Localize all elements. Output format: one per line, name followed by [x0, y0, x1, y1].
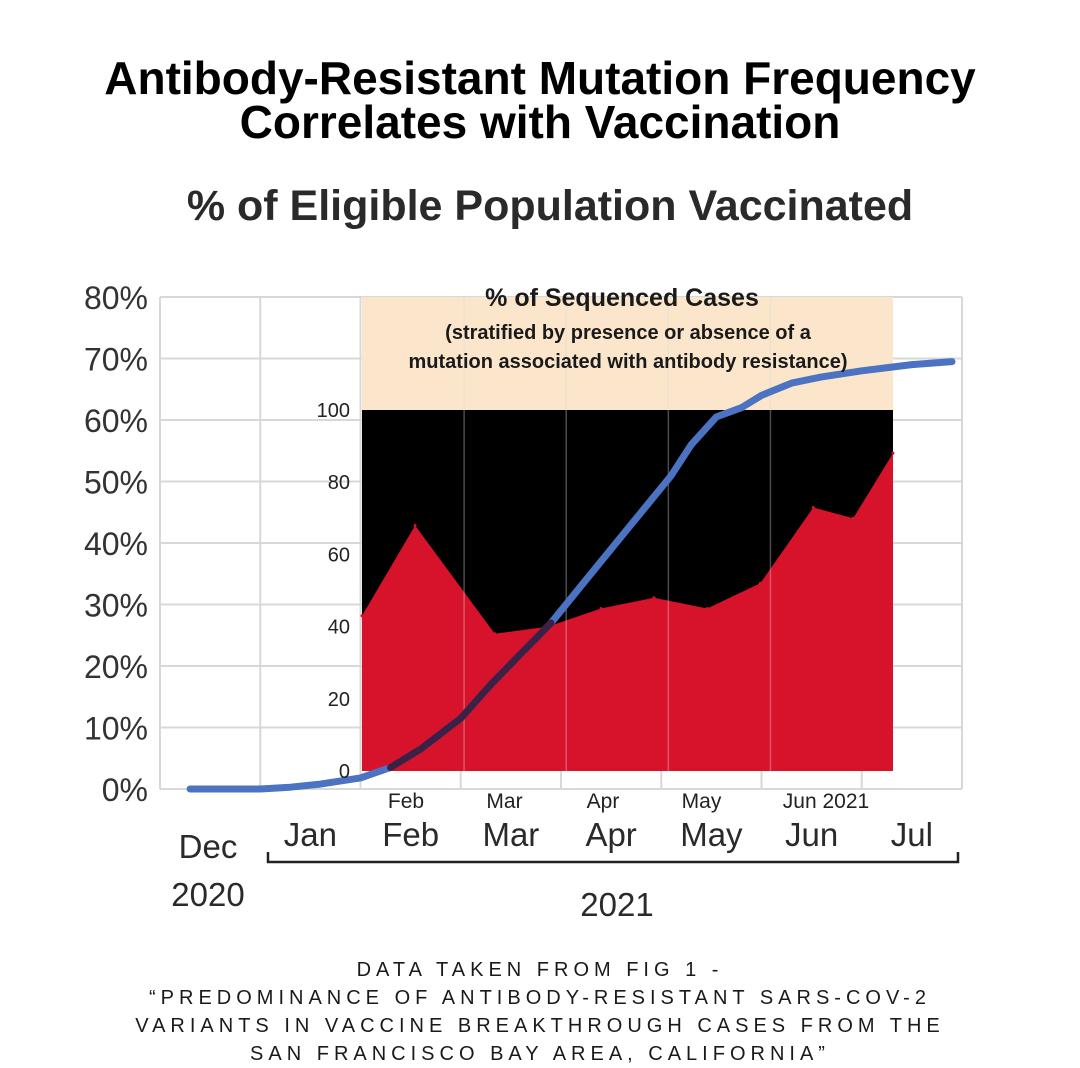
inset-title: % of Sequenced Cases	[485, 284, 759, 312]
vaccination-x-tick-label: May	[680, 816, 743, 853]
footer-line-2: “PREDOMINANCE OF ANTIBODY-RESISTANT SARS…	[149, 987, 931, 1009]
inset-y-tick-label: 60	[328, 544, 350, 566]
vaccination-x-tick-label: Dec	[179, 828, 238, 865]
headline-line-1: Antibody-Resistant Mutation Frequency	[104, 52, 976, 104]
inset-x-tick-label: Jun 2021	[783, 790, 869, 813]
vaccination-series-line	[186, 358, 956, 793]
inset-x-tick-label: Mar	[486, 790, 522, 813]
resistant-area-point	[891, 451, 895, 455]
vaccination-y-tick-label: 70%	[84, 342, 148, 378]
inset-y-tick-label: 40	[328, 617, 350, 639]
headline: Antibody-Resistant Mutation Frequency Co…	[0, 52, 1080, 148]
source-footer: DATA TAKEN FROM FIG 1 - “PREDOMINANCE OF…	[0, 956, 1080, 1068]
year-bracket-line	[266, 852, 960, 864]
vaccination-x-tick-label: Jan	[284, 816, 337, 853]
vaccination-y-tick-label: 50%	[84, 465, 148, 501]
inset-subtitle-line-1: (stratified by presence or absence of a	[445, 322, 812, 344]
inset-y-tick-label: 100	[317, 400, 350, 422]
vaccination-y-tick-label: 0%	[102, 772, 148, 808]
vaccination-year-label: 2020	[171, 876, 244, 913]
inset-x-tick-label: Feb	[388, 790, 424, 813]
inset-titles: % of Sequenced Cases (stratified by pres…	[409, 284, 848, 373]
vaccination-year-label: 2021	[580, 886, 653, 923]
vaccination-x-axis: Dec Jan Feb Mar Apr May Jun Jul 2020 2021	[171, 816, 933, 923]
vaccination-y-axis: 80% 70% 60% 50% 40% 30% 20% 10% 0%	[84, 280, 148, 808]
footer-line-4: SAN FRANCISCO BAY AREA, CALIFORNIA”	[250, 1043, 830, 1065]
inset-background-band	[362, 297, 893, 410]
vaccination-x-tick-label: Jun	[785, 816, 838, 853]
resistant-area	[362, 453, 893, 771]
vaccination-x-tick-label: Apr	[585, 816, 636, 853]
vaccination-y-tick-label: 40%	[84, 526, 148, 562]
vaccination-x-tick-label: Jul	[891, 816, 933, 853]
year-bracket	[266, 852, 960, 864]
vaccination-series-line-overlap	[387, 619, 555, 771]
vaccination-line-layer	[186, 358, 956, 793]
vaccination-chart-title: % of Eligible Population Vaccinated	[186, 182, 914, 230]
vaccination-x-tick-label: Feb	[382, 816, 439, 853]
resistant-area-point	[360, 614, 364, 618]
resistant-area-point	[811, 506, 815, 509]
inset-x-tick-label: Apr	[587, 790, 620, 813]
inset-y-tick-label: 0	[339, 761, 350, 783]
vaccination-y-tick-label: 60%	[84, 403, 148, 439]
resistant-area-point	[413, 524, 417, 527]
vaccination-x-tick-label: Mar	[482, 816, 539, 853]
vaccination-y-tick-label: 30%	[84, 588, 148, 624]
inset-y-tick-label: 80	[328, 472, 350, 494]
resistant-area-point	[758, 581, 762, 585]
inset-chart-grid	[463, 297, 772, 771]
vaccination-y-tick-label: 10%	[84, 711, 148, 747]
inset-band-fill	[362, 297, 893, 410]
inset-subtitle-line-2: mutation associated with antibody resist…	[409, 351, 848, 373]
inset-area-chart	[360, 410, 895, 771]
resistant-area-point	[851, 516, 855, 520]
resistant-area-point	[652, 596, 656, 600]
vaccination-y-tick-label: 80%	[84, 280, 148, 316]
footer-line-1: DATA TAKEN FROM FIG 1 -	[356, 959, 724, 981]
resistant-area-point	[599, 607, 603, 610]
inset-x-tick-label: May	[682, 790, 722, 813]
resistant-area-point	[705, 607, 709, 610]
inset-y-tick-label: 20	[328, 689, 350, 711]
footer-line-3: VARIANTS IN VACCINE BREAKTHROUGH CASES F…	[135, 1015, 945, 1037]
vaccination-y-tick-label: 20%	[84, 649, 148, 685]
inset-axes: 100 80 60 40 20 0 Feb Mar Apr May Jun 2021	[317, 400, 870, 813]
headline-line-2: Correlates with Vaccination	[239, 96, 841, 148]
resistant-area-point	[493, 632, 497, 636]
